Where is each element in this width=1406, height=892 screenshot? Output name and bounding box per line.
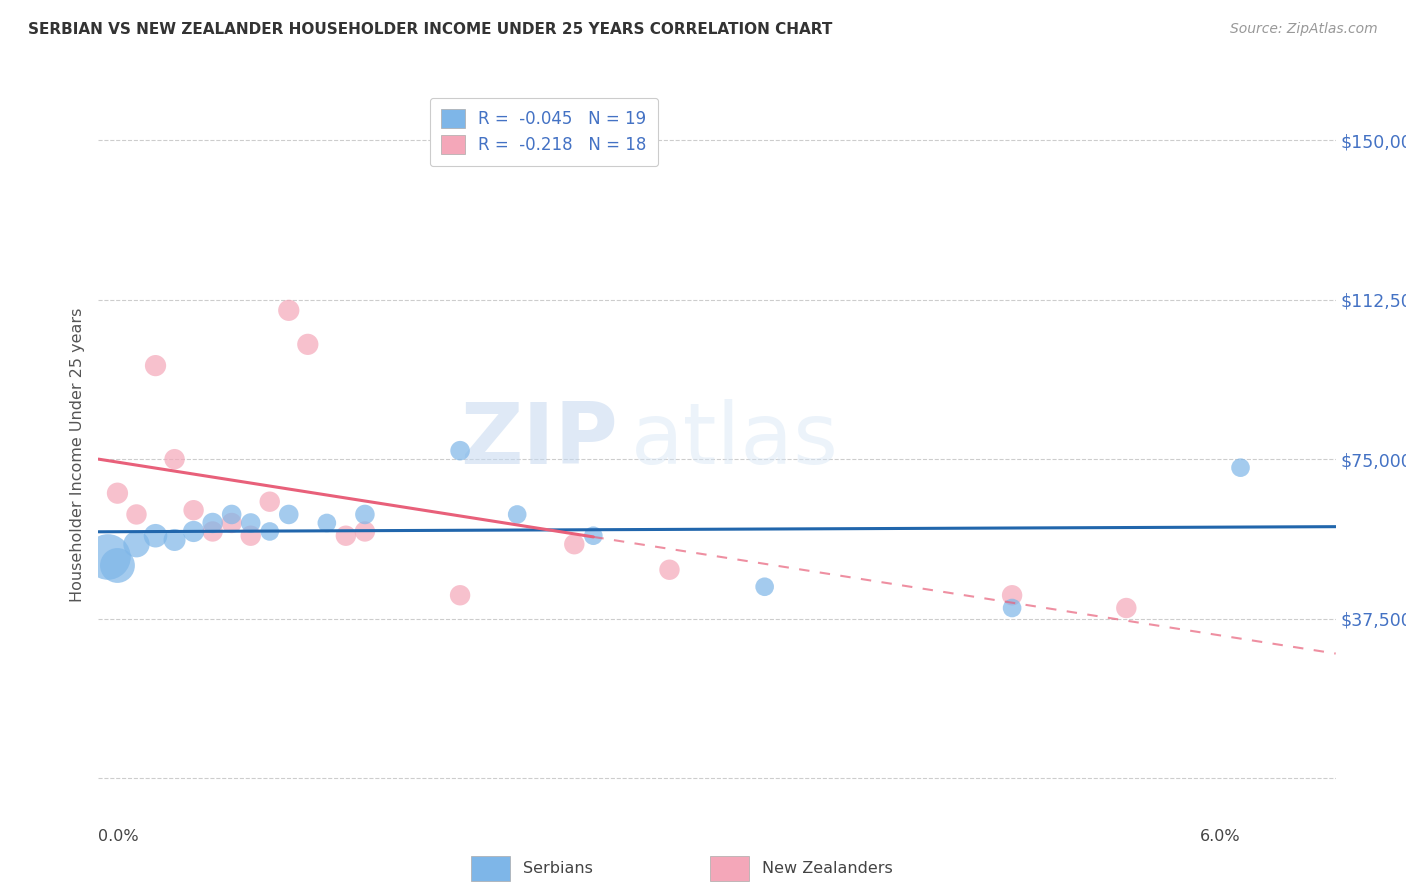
Point — [315, 516, 337, 530]
Point — [183, 524, 205, 539]
Point — [1115, 601, 1137, 615]
Point — [239, 516, 262, 530]
Point — [506, 508, 529, 522]
Point — [107, 558, 129, 573]
Point — [221, 516, 243, 530]
Point — [277, 303, 299, 318]
Point — [297, 337, 319, 351]
Point — [97, 549, 120, 564]
Point — [145, 529, 167, 543]
Point — [163, 533, 186, 547]
Point — [335, 529, 357, 543]
Text: New Zealanders: New Zealanders — [762, 862, 893, 876]
Text: ZIP: ZIP — [460, 399, 619, 482]
Legend: R =  -0.045   N = 19, R =  -0.218   N = 18: R = -0.045 N = 19, R = -0.218 N = 18 — [430, 97, 658, 166]
Point — [582, 529, 605, 543]
Point — [201, 524, 224, 539]
Point — [201, 516, 224, 530]
Text: Serbians: Serbians — [523, 862, 593, 876]
Point — [145, 359, 167, 373]
Point — [354, 508, 377, 522]
Point — [221, 508, 243, 522]
Point — [259, 524, 281, 539]
Point — [125, 508, 148, 522]
Point — [1229, 460, 1251, 475]
Point — [354, 524, 377, 539]
Point — [259, 494, 281, 508]
Point — [449, 588, 471, 602]
Y-axis label: Householder Income Under 25 years: Householder Income Under 25 years — [70, 308, 86, 602]
Point — [107, 486, 129, 500]
Point — [658, 563, 681, 577]
Text: atlas: atlas — [630, 399, 838, 482]
Point — [277, 508, 299, 522]
Point — [163, 452, 186, 467]
Text: Source: ZipAtlas.com: Source: ZipAtlas.com — [1230, 22, 1378, 37]
Point — [183, 503, 205, 517]
Point — [449, 443, 471, 458]
Point — [1001, 601, 1024, 615]
Text: SERBIAN VS NEW ZEALANDER HOUSEHOLDER INCOME UNDER 25 YEARS CORRELATION CHART: SERBIAN VS NEW ZEALANDER HOUSEHOLDER INC… — [28, 22, 832, 37]
Point — [754, 580, 776, 594]
Point — [125, 537, 148, 551]
Point — [1001, 588, 1024, 602]
Text: 0.0%: 0.0% — [98, 830, 139, 844]
Text: 6.0%: 6.0% — [1199, 830, 1240, 844]
Point — [239, 529, 262, 543]
Point — [562, 537, 585, 551]
